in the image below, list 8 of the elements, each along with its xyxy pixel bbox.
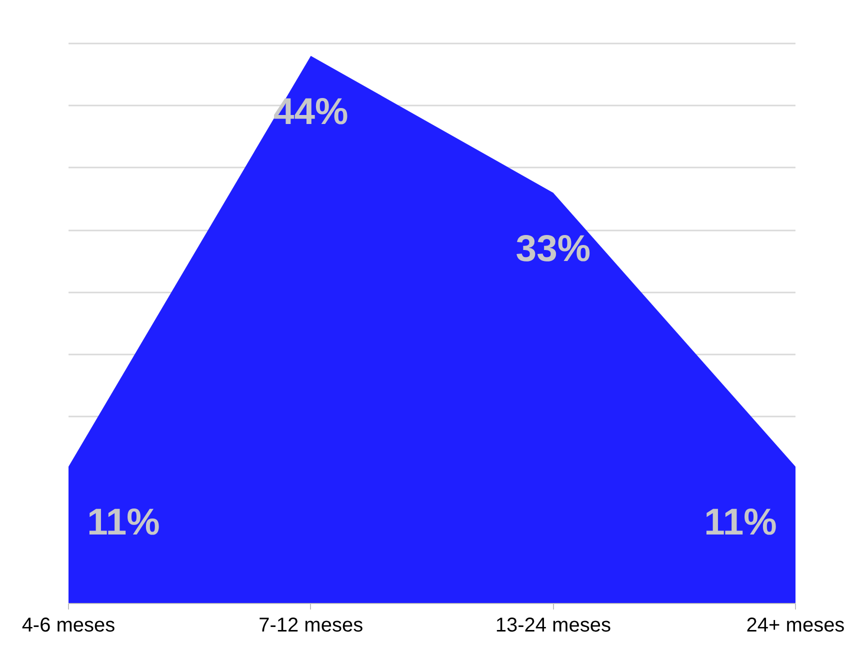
data-label: 44% <box>273 90 348 132</box>
x-tick-label: 7-12 meses <box>258 614 364 636</box>
x-tick-label: 4-6 meses <box>22 614 116 636</box>
x-tick-label: 13-24 meses <box>495 614 611 636</box>
x-tick-label: 24+ meses <box>746 614 845 636</box>
data-label: 11% <box>87 500 160 543</box>
data-label: 11% <box>704 500 777 543</box>
data-label: 33% <box>516 226 591 269</box>
